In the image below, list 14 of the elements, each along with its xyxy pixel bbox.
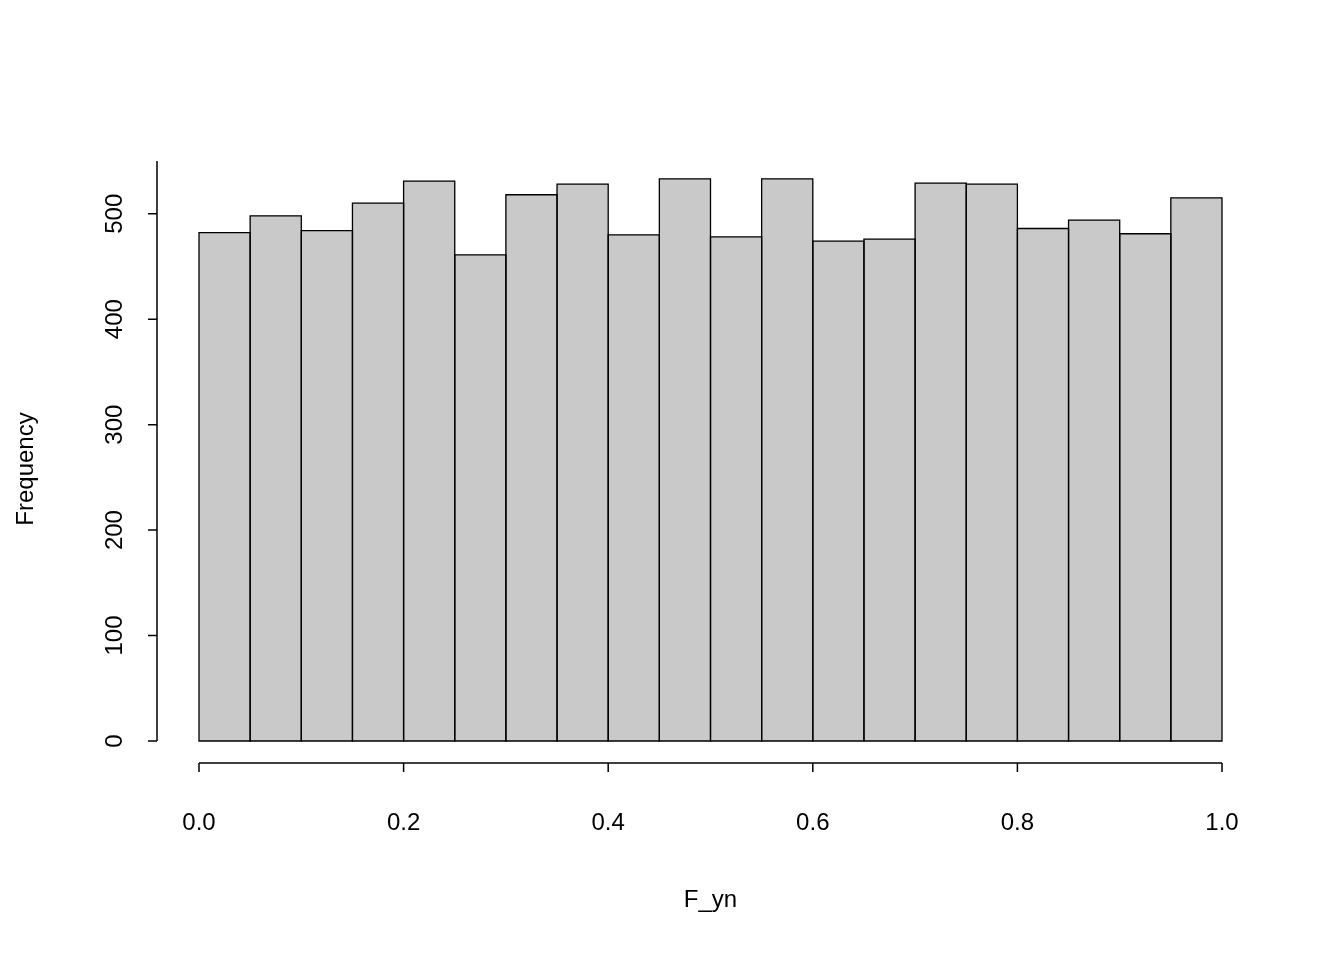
x-tick-label: 0.6 [796, 807, 830, 835]
y-axis-title: Frequency [10, 412, 38, 526]
x-tick-label: 1.0 [1205, 807, 1239, 835]
y-tick-label: 400 [99, 299, 127, 340]
x-tick-label: 0.2 [386, 807, 421, 835]
y-tick-label: 200 [99, 510, 127, 551]
x-tick-label: 0.4 [591, 807, 625, 835]
x-tick-label: 0.0 [182, 807, 216, 835]
y-tick-label: 0 [99, 734, 127, 748]
y-tick-label: 500 [99, 193, 127, 234]
x-axis-title: F_yn [683, 884, 738, 912]
y-tick-label: 100 [99, 615, 127, 656]
x-tick-label: 0.8 [1000, 807, 1035, 835]
y-tick-label: 300 [99, 404, 127, 445]
